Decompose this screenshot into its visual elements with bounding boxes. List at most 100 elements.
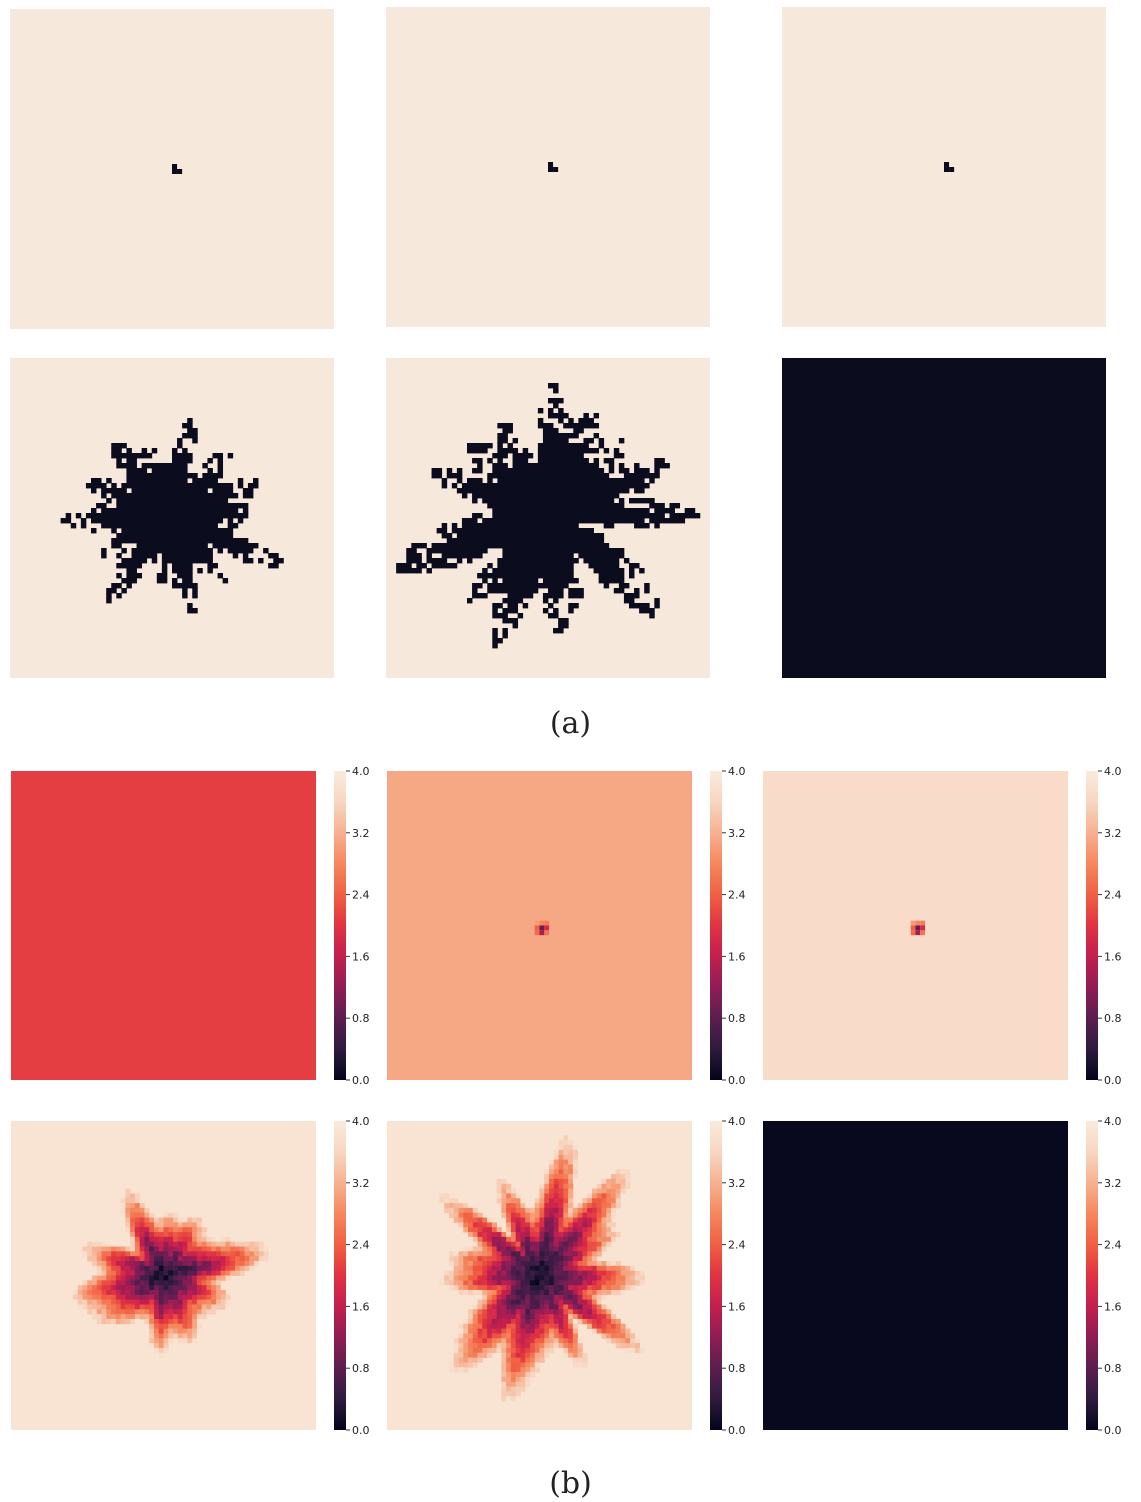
occupied-cell: [182, 563, 188, 569]
heatmap-cell: [610, 1261, 617, 1267]
occupied-cell: [141, 558, 148, 564]
heatmap-cell: [568, 1338, 574, 1344]
occupied-cell: [177, 458, 183, 464]
occupied-cell: [136, 563, 143, 569]
colorbar-tick-label: 3.2: [352, 1177, 370, 1190]
heatmap-cell: [87, 1280, 93, 1286]
occupied-cell: [121, 503, 127, 509]
heatmap-cell: [563, 1246, 569, 1252]
occupied-cell: [553, 503, 559, 509]
heatmap-cell: [496, 1318, 502, 1325]
occupied-cell: [187, 573, 193, 579]
heatmap-cell: [168, 1314, 174, 1320]
occupied-cell: [477, 483, 483, 489]
occupied-cell: [136, 468, 143, 474]
occupied-cell: [512, 608, 519, 614]
heatmap-cell: [591, 1251, 598, 1257]
heatmap-cell: [125, 1285, 131, 1291]
heatmap-cell: [529, 1367, 536, 1373]
occupied-cell: [182, 523, 188, 529]
heatmap-cell: [525, 1275, 531, 1281]
occupied-cell: [553, 598, 559, 604]
heatmap-cell: [620, 1328, 626, 1334]
occupied-cell: [177, 558, 183, 564]
heatmap-cell: [558, 1309, 564, 1315]
heatmap-cell: [496, 1299, 502, 1305]
heatmap-cell: [453, 1357, 459, 1363]
occupied-cell: [192, 483, 198, 489]
heatmap-cell: [134, 1265, 141, 1272]
occupied-cell: [217, 518, 224, 524]
occupied-cell: [161, 478, 168, 484]
heatmap-cell: [111, 1265, 117, 1272]
occupied-cell: [192, 438, 198, 444]
heatmap-cell: [553, 1246, 559, 1252]
occupied-cell: [131, 518, 137, 524]
colorbar-tick-label: 0.0: [1104, 1074, 1122, 1087]
occupied-cell: [598, 518, 605, 524]
occupied-cell: [542, 548, 549, 554]
heatmap-cell: [215, 1246, 222, 1252]
heatmap-cell: [125, 1318, 131, 1325]
heatmap-cell: [572, 1246, 579, 1252]
heatmap-cell: [572, 1251, 579, 1257]
heatmap-cell: [568, 1222, 574, 1228]
occupied-cell: [222, 493, 229, 499]
occupied-cell: [593, 458, 600, 464]
heatmap-cell: [120, 1280, 126, 1286]
occupied-cell: [91, 488, 97, 494]
heatmap-cell: [153, 1246, 160, 1252]
occupied-cell: [522, 448, 529, 454]
heatmap-cell: [591, 1275, 598, 1281]
heatmap-cell: [115, 1309, 122, 1315]
occupied-cell: [553, 578, 559, 584]
heatmap-cell: [558, 1154, 564, 1161]
heatmap-cell: [173, 1222, 179, 1228]
occupied-cell: [268, 563, 274, 569]
heatmap-cell: [577, 1343, 583, 1349]
occupied-cell: [517, 463, 524, 469]
occupied-cell: [187, 528, 193, 534]
heatmap-cell: [539, 930, 545, 936]
heatmap-cell: [206, 1265, 212, 1272]
heatmap-cell: [568, 1294, 574, 1301]
heatmap-cell: [477, 1323, 483, 1330]
occupied-cell: [467, 528, 473, 534]
heatmap-cell: [158, 1318, 164, 1325]
heatmap-cell: [506, 1251, 512, 1257]
heatmap-cell: [529, 1232, 536, 1238]
heatmap-cell: [553, 1174, 559, 1180]
occupied-cell: [192, 518, 198, 524]
heatmap-cell: [596, 1207, 602, 1214]
heatmap-cell: [139, 1309, 145, 1315]
heatmap-cell: [487, 1270, 493, 1276]
heatmap-cell: [506, 1343, 512, 1349]
occupied-cell: [522, 583, 529, 589]
occupied-cell: [166, 553, 173, 559]
heatmap-cell: [582, 1198, 588, 1204]
occupied-cell: [426, 553, 432, 559]
heatmap-cell: [539, 1338, 545, 1344]
heatmap-cell: [130, 1270, 136, 1276]
occupied-cell: [497, 613, 503, 619]
heatmap-cell: [82, 1285, 88, 1291]
heatmap-cell: [163, 1294, 169, 1301]
heatmap-cell: [496, 1275, 502, 1281]
occupied-cell: [106, 488, 112, 494]
colorbar-tick-label: 4.0: [728, 765, 746, 778]
heatmap-cell: [158, 1309, 164, 1315]
occupied-cell: [553, 583, 559, 589]
heatmap-cell: [187, 1217, 193, 1223]
occupied-cell: [548, 508, 554, 514]
heatmap-cell: [177, 1304, 183, 1310]
occupied-cell: [553, 568, 559, 574]
heatmap-cell: [173, 1212, 179, 1218]
heatmap-cell: [448, 1261, 455, 1267]
heatmap-cell: [534, 1270, 540, 1276]
heatmap-cell: [563, 1280, 569, 1286]
heatmap-cell: [572, 1164, 579, 1170]
heatmap-cell: [87, 1289, 93, 1296]
occupied-cell: [573, 548, 579, 554]
occupied-cell: [166, 503, 173, 509]
heatmap-cell: [558, 1280, 564, 1286]
